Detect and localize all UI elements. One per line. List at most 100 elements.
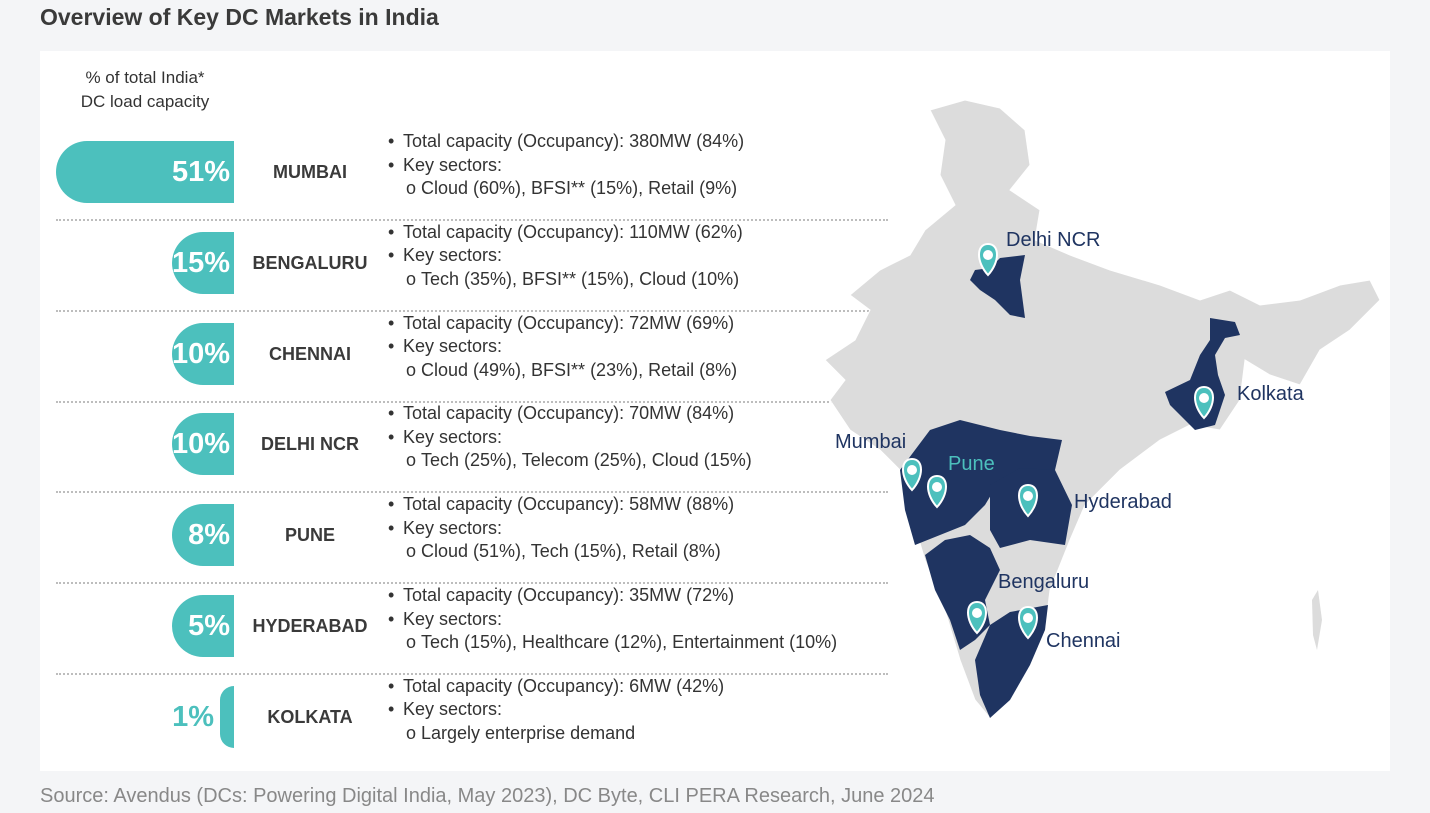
bullet-marker: • — [388, 608, 395, 629]
market-row: 10% DELHI NCR • Total capacity (Occupancy):… — [56, 402, 896, 494]
bullet-marker: • — [388, 131, 395, 151]
market-details: • Total capacity (Occupancy): 6MW (42%) • K… — [388, 675, 724, 746]
category-label: HYDERABAD — [252, 616, 368, 636]
bullet-marker: • — [388, 245, 395, 266]
bullet-marker: • — [388, 517, 395, 538]
detail-text: Key sectors: — [403, 336, 503, 357]
detail-text: Cloud (60%), BFSI** (15%), Retail (9%) — [421, 178, 738, 198]
detail-sub-bullet: o Cloud (51%), Tech (15%), Retail (8%) — [388, 540, 734, 564]
page-title: Overview of Key DC Markets in India — [40, 4, 439, 30]
market-details: • Total capacity (Occupancy): 70MW (84%) •… — [388, 402, 752, 473]
bar-container: 10% — [56, 413, 234, 476]
detail-bullet: • Total capacity (Occupancy): 58MW (88%) — [388, 493, 734, 517]
bar-value-label: 10% — [171, 428, 230, 461]
category-label: DELHI NCR — [261, 434, 359, 455]
category-label: MUMBAI — [273, 162, 347, 182]
row-separator — [56, 582, 888, 585]
bar-container: 1% — [56, 685, 234, 748]
sub-bullet-marker: o — [406, 178, 417, 198]
column-header-line-1: % of total India* — [85, 68, 205, 87]
column-header-line-2: DC load capacity — [80, 92, 210, 111]
detail-bullet: • Total capacity (Occupancy): 72MW (69%) — [388, 312, 737, 336]
sub-bullet-marker: o — [406, 541, 417, 562]
bullet-marker: • — [388, 675, 395, 696]
detail-sub-bullet: o Tech (25%), Telecom (25%), Cloud (15%) — [388, 449, 752, 473]
detail-sub-bullet: o Cloud (60%), BFSI** (15%), Retail (9%) — [388, 177, 744, 201]
sub-bullet-marker: o — [406, 632, 417, 652]
category-label: PUNE — [284, 525, 335, 546]
bullet-marker: • — [388, 585, 395, 605]
map-label-bengaluru: Bengaluru — [998, 571, 1089, 593]
detail-bullet: • Total capacity (Occupancy): 70MW (84%) — [388, 402, 752, 426]
bar-value-label: 15% — [171, 246, 230, 279]
bar-value-label: 5% — [188, 610, 230, 642]
detail-text: Key sectors: — [403, 426, 503, 447]
detail-text: Key sectors: — [403, 517, 503, 538]
detail-text: Key sectors: — [403, 154, 503, 175]
map-label-chennai: Chennai — [1046, 630, 1121, 652]
detail-sub-bullet: o Cloud (49%), BFSI** (23%), Retail (8%) — [388, 359, 737, 383]
bar-value-label: 1% — [172, 700, 214, 733]
detail-text: Largely enterprise demand — [421, 722, 636, 743]
detail-text: Total capacity (Occupancy): 35MW (72%) — [403, 585, 735, 605]
detail-bullet: • Key sectors: — [388, 608, 837, 632]
sub-bullet-marker: o — [406, 450, 417, 471]
detail-bullet: • Total capacity (Occupancy): 110MW (62%) — [388, 221, 743, 245]
detail-bullet: • Key sectors: — [388, 154, 744, 178]
market-details: • Total capacity (Occupancy): 72MW (69%) •… — [388, 312, 737, 383]
detail-text: Total capacity (Occupancy): 70MW (84%) — [403, 403, 735, 424]
market-row: 5% HYDERABAD • Total capacity (Occupancy): … — [56, 584, 896, 675]
bullet-marker: • — [388, 699, 395, 720]
category-label: BENGALURU — [252, 252, 368, 273]
map-label-kolkata: Kolkata — [1237, 383, 1305, 405]
market-details: • Total capacity (Occupancy): 35MW (72%) •… — [388, 584, 837, 655]
bullet-marker: • — [388, 403, 395, 424]
bar-value-label: 51% — [171, 156, 230, 188]
category-label: KOLKATA — [267, 706, 353, 727]
market-row: 1% KOLKATA • Total capacity (Occupancy): 6M… — [56, 675, 896, 766]
sub-bullet-marker: o — [406, 722, 417, 743]
row-separator — [56, 219, 888, 221]
detail-text: Tech (25%), Telecom (25%), Cloud (15%) — [421, 450, 752, 471]
market-details: • Total capacity (Occupancy): 58MW (88%) •… — [388, 493, 734, 564]
state-west-bengal — [1165, 318, 1240, 430]
bar-container: 10% — [56, 322, 234, 385]
market-details: • Total capacity (Occupancy): 380MW (84%)… — [388, 130, 744, 201]
detail-text: Total capacity (Occupancy): 380MW (84%) — [403, 131, 745, 151]
sub-bullet-marker: o — [406, 268, 417, 289]
category-label: CHENNAI — [268, 343, 351, 364]
map-label-mumbai: Mumbai — [835, 431, 906, 453]
market-row: 10% CHENNAI • Total capacity (Occupancy): 7… — [56, 312, 896, 403]
detail-text: Cloud (51%), Tech (15%), Retail (8%) — [421, 541, 721, 562]
row-separator — [56, 673, 888, 675]
bar-hyderabad — [172, 595, 234, 657]
detail-text: Key sectors: — [403, 608, 503, 629]
bar-value-label: 8% — [188, 519, 230, 552]
bar-container: 15% — [56, 231, 234, 294]
bar-bengaluru — [172, 231, 234, 294]
bar-delhi-ncr — [172, 413, 234, 476]
bar-pune — [172, 504, 234, 567]
map-label-delhi-ncr: Delhi NCR — [1006, 229, 1100, 251]
detail-text: Key sectors: — [403, 245, 503, 266]
detail-bullet: • Key sectors: — [388, 698, 724, 722]
india-map: Delhi NCR Kolkata Mumbai Pune Hyderabad … — [824, 99, 1381, 719]
andaman-islands — [1312, 590, 1322, 650]
detail-bullet: • Total capacity (Occupancy): 380MW (84%) — [388, 130, 744, 154]
state-maharashtra — [900, 420, 1062, 545]
sub-bullet-marker: o — [406, 359, 417, 380]
bullet-marker: • — [388, 312, 395, 333]
detail-text: Total capacity (Occupancy): 58MW (88%) — [403, 494, 735, 515]
detail-text: Tech (15%), Healthcare (12%), Entertainm… — [421, 632, 838, 652]
bullet-marker: • — [388, 336, 395, 357]
column-header: % of total India* DC load capacity — [60, 66, 230, 114]
detail-bullet: • Total capacity (Occupancy): 6MW (42%) — [388, 675, 724, 699]
market-row: 15% BENGALURU • Total capacity (Occupancy):… — [56, 221, 896, 312]
detail-text: Total capacity (Occupancy): 110MW (62%) — [403, 221, 743, 242]
market-details: • Total capacity (Occupancy): 110MW (62%)… — [388, 221, 743, 292]
row-separator — [56, 491, 888, 494]
detail-text: Cloud (49%), BFSI** (23%), Retail (8%) — [421, 359, 738, 380]
detail-text: Tech (35%), BFSI** (15%), Cloud (10%) — [421, 268, 740, 289]
detail-bullet: • Key sectors: — [388, 426, 752, 450]
detail-bullet: • Key sectors: — [388, 517, 734, 541]
